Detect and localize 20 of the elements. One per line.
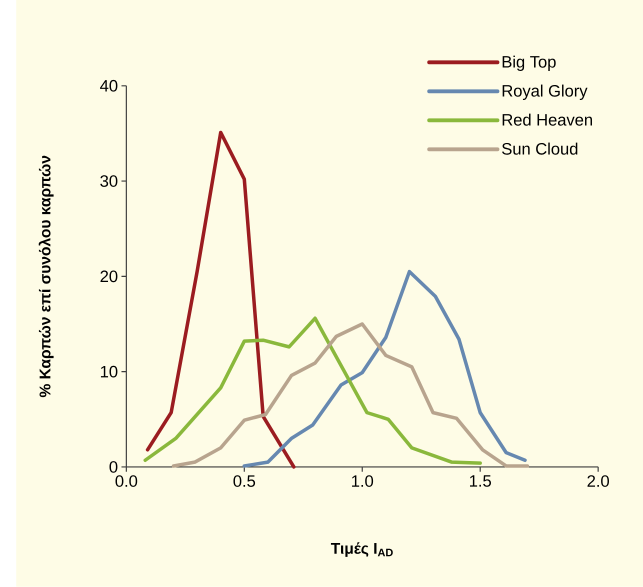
line-series [146,130,296,469]
legend-label: Royal Glory [502,84,588,100]
x-tick-label: 2.0 [588,475,609,488]
y-tick-label: 40 [100,80,118,92]
y-tick-label: 20 [100,270,118,282]
legend-label: Big Top [502,56,556,72]
x-tick-label: 0.0 [116,475,138,488]
y-tick-label: 10 [100,366,118,378]
y-tick-label: 30 [100,175,118,187]
x-tick-label: 0.5 [233,475,256,488]
x-tick-label: 1.5 [470,475,491,487]
legend-label: Red Heaven [502,114,592,126]
x-axis-title: Τιμές I$_{AD}$ [330,542,393,557]
line-series [143,316,482,465]
y-tick-label: 0 [110,461,118,473]
line-series [172,322,530,468]
line-series [242,270,527,468]
x-tick-label: 1.0 [352,475,374,488]
legend-label: Sun Cloud [502,142,578,155]
y-axis-title: % Καρπών επί συνόλου καρπών [38,156,54,398]
